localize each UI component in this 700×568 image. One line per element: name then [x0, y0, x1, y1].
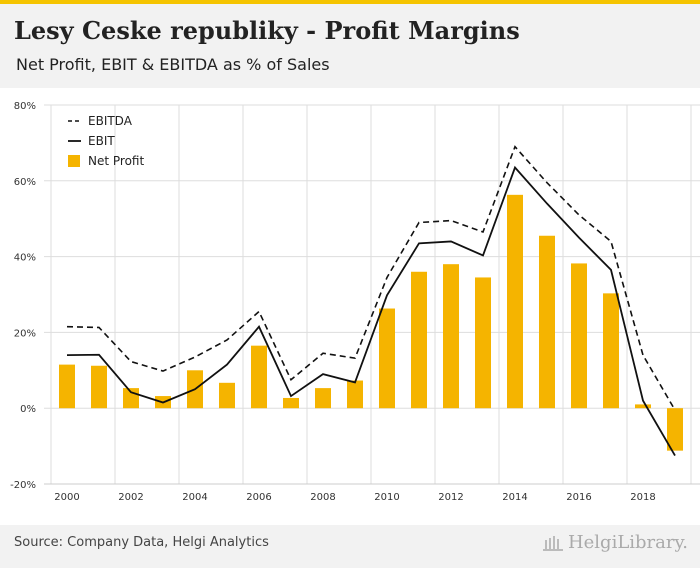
legend-swatch-net-profit	[68, 155, 80, 167]
y-tick-label: 60%	[14, 177, 36, 188]
x-tick-label: 2014	[502, 492, 527, 503]
net-profit-bar	[251, 345, 267, 409]
margin-lines	[66, 145, 676, 457]
y-tick-label: 20%	[14, 328, 36, 339]
chart-subtitle: Net Profit, EBIT & EBITDA as % of Sales	[16, 55, 330, 74]
net-profit-bar	[219, 382, 235, 409]
net-profit-bar	[283, 397, 299, 409]
x-tick-label: 2016	[566, 492, 591, 503]
legend-label: Net Profit	[88, 154, 144, 168]
x-tick-label: 2012	[438, 492, 463, 503]
logo-text: HelgiLibrary.	[567, 532, 688, 553]
chart-legend: EBITDA EBIT Net Profit	[68, 114, 144, 168]
net-profit-bar	[379, 308, 395, 409]
net-profit-bar	[635, 404, 651, 409]
net-profit-bar	[507, 194, 523, 409]
chart-header: Lesy Ceske republiky - Profit Margins Ne…	[0, 4, 700, 86]
ebit-line	[66, 165, 676, 457]
y-axis-ticks: 80% 60% 40% 20% 0% -20%	[10, 101, 36, 491]
x-tick-label: 2002	[118, 492, 143, 503]
x-tick-label: 2000	[54, 492, 79, 503]
x-tick-label: 2018	[630, 492, 655, 503]
x-tick-label: 2006	[246, 492, 271, 503]
gridlines	[44, 104, 700, 485]
net-profit-bar	[475, 277, 491, 409]
net-profit-bar	[571, 263, 587, 409]
library-building-icon	[542, 535, 563, 551]
net-profit-bar	[539, 235, 555, 409]
x-axis-ticks: 2000 2002 2004 2006 2008 2010 2012 2014 2016 2018	[54, 492, 655, 503]
net-profit-bar	[667, 408, 683, 451]
chart-title: Lesy Ceske republiky - Profit Margins	[14, 16, 520, 45]
x-tick-label: 2004	[182, 492, 207, 503]
legend-label: EBIT	[88, 134, 115, 148]
net-profit-bar	[603, 293, 619, 409]
x-tick-label: 2008	[310, 492, 335, 503]
net-profit-bar	[411, 271, 427, 409]
net-profit-bar	[347, 380, 363, 409]
net-profit-bar	[59, 364, 75, 409]
y-tick-label: 80%	[14, 101, 36, 112]
y-tick-label: 40%	[14, 253, 36, 264]
top-accent-bar	[0, 0, 700, 4]
net-profit-bar	[91, 365, 107, 409]
source-note: Source: Company Data, Helgi Analytics	[14, 535, 269, 550]
net-profit-bar	[443, 264, 459, 409]
y-tick-label: 0%	[20, 404, 36, 415]
x-tick-label: 2010	[374, 492, 399, 503]
net-profit-bar	[315, 388, 331, 409]
legend-label: EBITDA	[88, 114, 133, 128]
helgi-library-logo[interactable]: HelgiLibrary.	[542, 532, 688, 553]
net-profit-bars	[59, 194, 683, 451]
y-tick-label: -20%	[10, 480, 36, 491]
